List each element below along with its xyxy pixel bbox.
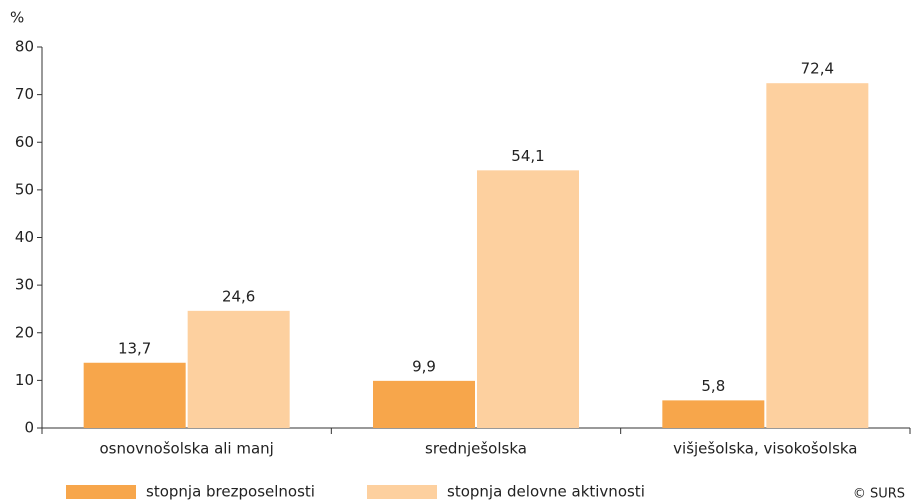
value-label: 5,8: [701, 377, 725, 395]
x-tick-label: višješolska, visokošolska: [673, 440, 857, 458]
legend-swatch: [367, 485, 437, 499]
bar: [662, 400, 765, 428]
value-label: 54,1: [511, 147, 544, 165]
y-tick-label: 60: [15, 133, 34, 151]
y-axis-label: %: [10, 9, 24, 27]
value-label: 13,7: [118, 339, 151, 357]
y-tick-label: 50: [15, 180, 34, 198]
y-tick-label: 10: [15, 371, 34, 389]
value-label: 24,6: [222, 287, 255, 305]
source: © SURS: [853, 487, 905, 502]
x-tick-label: srednješolska: [425, 440, 527, 458]
value-label: 9,9: [412, 357, 436, 375]
y-tick-label: 0: [24, 419, 34, 437]
bar: [766, 83, 869, 428]
y-tick-label: 70: [15, 85, 34, 103]
bar: [187, 310, 290, 428]
legend-label: stopnja brezposelnosti: [146, 483, 315, 501]
y-tick-label: 20: [15, 323, 34, 341]
bar: [83, 362, 186, 428]
y-tick-label: 30: [15, 276, 34, 294]
bar: [373, 380, 475, 428]
bar: [477, 170, 579, 428]
legend-swatch: [66, 485, 136, 499]
y-tick-label: 80: [15, 38, 34, 56]
x-tick-label: osnovnošolska ali manj: [99, 440, 273, 458]
value-label: 72,4: [801, 60, 834, 78]
y-tick-label: 40: [15, 228, 34, 246]
legend-label: stopnja delovne aktivnosti: [447, 483, 645, 501]
